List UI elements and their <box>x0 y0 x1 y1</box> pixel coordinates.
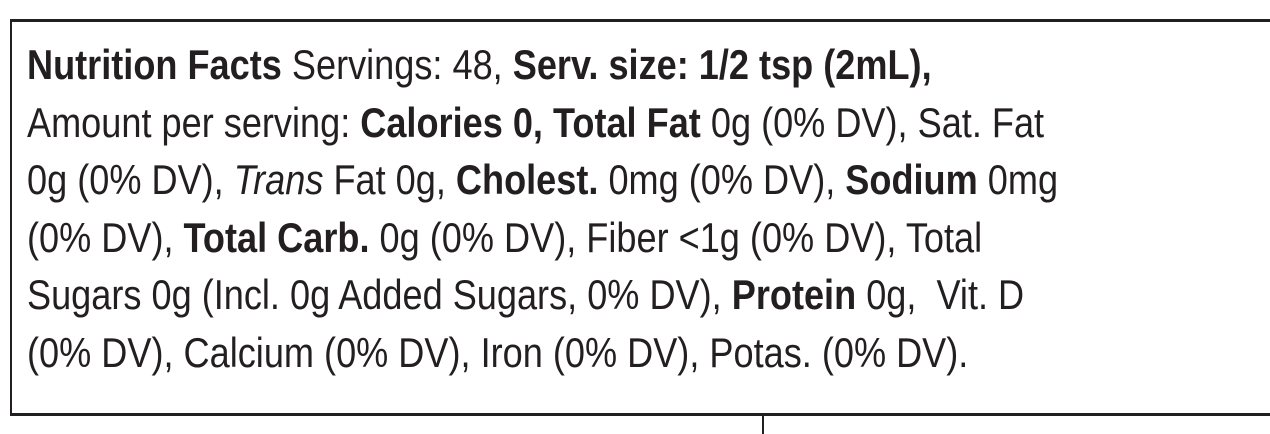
text-run: 0g (0% DV), Fiber <1g (0% DV), Total <box>369 213 983 261</box>
text-run: (0% DV), <box>27 213 184 261</box>
text-run: 0g (0% DV), <box>27 156 234 203</box>
text-run: Serv. size: 1/2 tsp (2mL), <box>512 41 932 88</box>
text-run: Protein <box>731 271 857 318</box>
text-line: 0g (0% DV), Trans Fat 0g, Cholest. 0mg (… <box>27 151 1058 209</box>
text-run: Trans <box>233 156 324 203</box>
text-run: Cholest. <box>455 156 599 203</box>
text-run: 0g, Vit. D <box>856 271 1025 318</box>
text-line: (0% DV), Total Carb. 0g (0% DV), Fiber <… <box>27 209 1058 267</box>
text-line: (0% DV), Calcium (0% DV), Iron (0% DV), … <box>27 324 1058 382</box>
label-box <box>10 19 1270 416</box>
text-run: 0mg <box>977 156 1059 203</box>
nutrition-text: Nutrition Facts Servings: 48, Serv. size… <box>27 36 1058 381</box>
text-line: Sugars 0g (Incl. 0g Added Sugars, 0% DV)… <box>27 266 1058 324</box>
text-run: Total Carb. <box>183 213 370 261</box>
text-run: Sodium <box>845 156 978 203</box>
text-run: Calories 0, Total Fat <box>360 98 701 146</box>
divider <box>762 415 764 434</box>
text-run: 0g (0% DV), Sat. Fat <box>700 98 1045 146</box>
heading: Nutrition Facts <box>27 41 282 88</box>
text-run: Servings: 48, <box>281 41 513 88</box>
text-run: Amount per serving: <box>27 98 361 146</box>
text-line: Nutrition Facts Servings: 48, Serv. size… <box>27 36 1058 94</box>
text-run: (0% DV), Calcium (0% DV), Iron (0% DV), … <box>27 328 969 376</box>
text-run: 0mg (0% DV), <box>598 156 846 203</box>
text-line: Amount per serving: Calories 0, Total Fa… <box>27 94 1058 152</box>
text-run: Fat 0g, <box>323 156 456 203</box>
text-run: Sugars 0g (Incl. 0g Added Sugars, 0% DV)… <box>27 271 732 318</box>
